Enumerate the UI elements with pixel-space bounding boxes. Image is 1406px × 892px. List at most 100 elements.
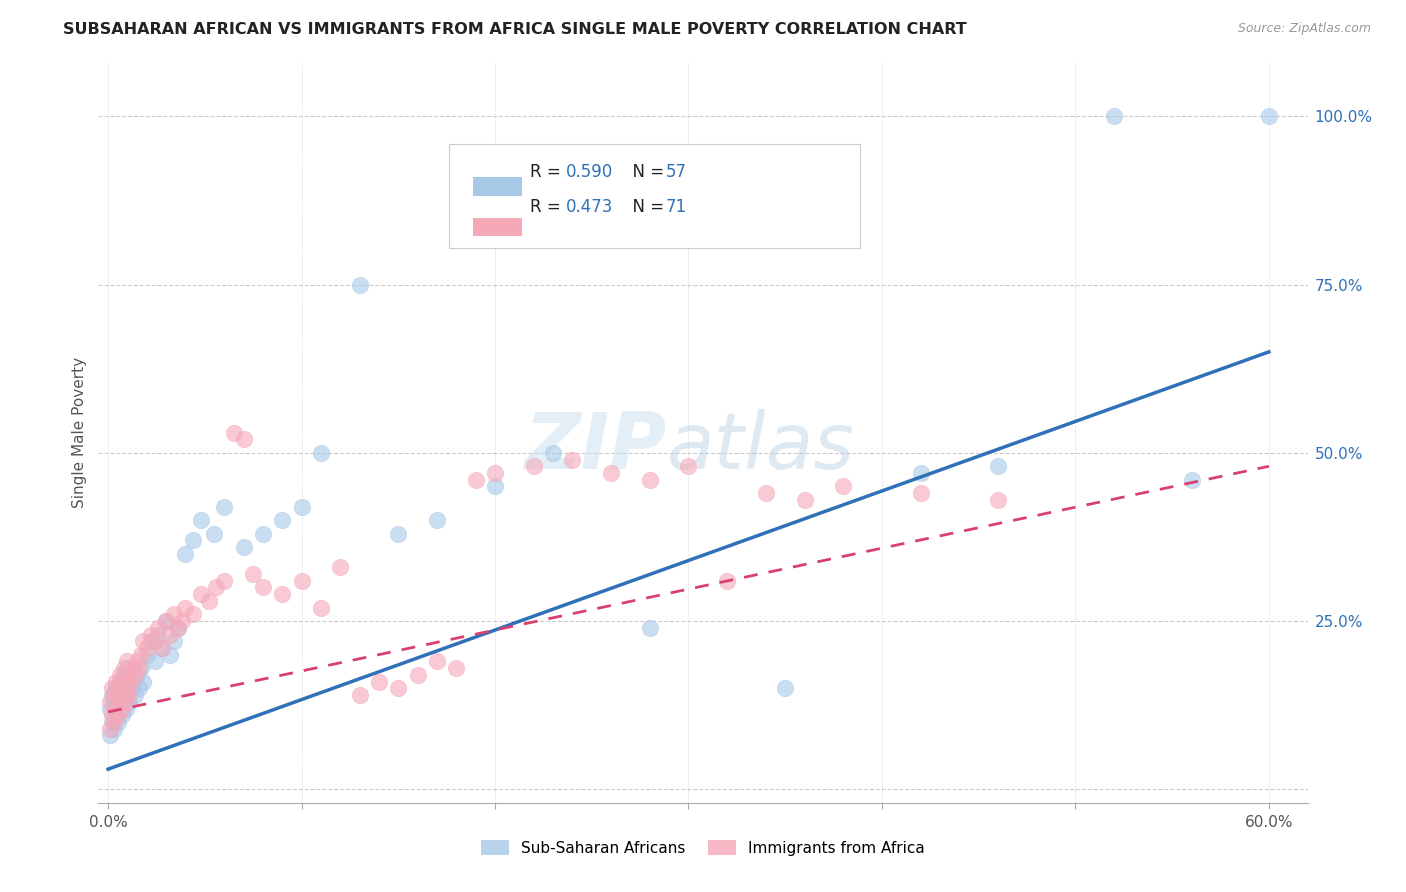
Point [98, 701, 121, 715]
Y-axis label: Single Male Poverty: Single Male Poverty [72, 357, 87, 508]
Point [716, 574, 738, 588]
Point [755, 486, 778, 500]
Point [118, 695, 141, 709]
Point [112, 688, 135, 702]
Point [163, 607, 186, 622]
Point [252, 526, 274, 541]
Point [108, 701, 131, 715]
Point [129, 661, 152, 675]
Point [387, 526, 409, 541]
Point [426, 513, 449, 527]
Point [541, 446, 564, 460]
Point [108, 695, 131, 709]
Point [561, 452, 583, 467]
Point [205, 581, 228, 595]
Point [148, 627, 170, 641]
Point [117, 681, 139, 696]
Point [101, 681, 124, 696]
Text: atlas: atlas [666, 409, 855, 485]
Point [112, 695, 135, 709]
Point [103, 688, 125, 702]
Point [117, 655, 139, 669]
Point [426, 655, 449, 669]
Point [773, 681, 796, 696]
Point [484, 479, 506, 493]
Point [252, 581, 274, 595]
Text: N =: N = [621, 198, 669, 216]
Point [232, 433, 254, 447]
Point [464, 473, 486, 487]
Point [197, 594, 219, 608]
Text: 71: 71 [665, 198, 686, 216]
Text: 0.473: 0.473 [567, 198, 614, 216]
Point [111, 674, 134, 689]
Point [290, 574, 312, 588]
Point [107, 681, 129, 696]
Point [112, 661, 135, 675]
Point [139, 634, 162, 648]
Point [103, 722, 125, 736]
Point [166, 621, 188, 635]
Point [111, 701, 134, 715]
Point [98, 729, 121, 743]
Point [104, 681, 127, 696]
Point [129, 648, 152, 662]
Point [101, 688, 124, 702]
Point [127, 668, 149, 682]
Point [181, 607, 204, 622]
Point [114, 668, 136, 682]
Point [104, 708, 127, 723]
Point [242, 566, 264, 581]
Point [98, 695, 121, 709]
Point [368, 674, 391, 689]
Point [132, 674, 155, 689]
Point [155, 614, 177, 628]
Point [1102, 109, 1125, 123]
Point [600, 466, 623, 480]
Point [118, 688, 141, 702]
Point [148, 621, 170, 635]
Point [678, 459, 700, 474]
Point [107, 688, 129, 702]
Point [104, 674, 127, 689]
Point [170, 614, 193, 628]
Text: 0.590: 0.590 [567, 163, 613, 181]
Point [120, 681, 142, 696]
Point [638, 621, 661, 635]
Point [143, 655, 166, 669]
Text: N =: N = [621, 163, 669, 181]
Point [132, 634, 155, 648]
Legend: Sub-Saharan Africans, Immigrants from Africa: Sub-Saharan Africans, Immigrants from Af… [475, 834, 931, 862]
Text: Source: ZipAtlas.com: Source: ZipAtlas.com [1237, 22, 1371, 36]
FancyBboxPatch shape [474, 218, 522, 236]
Point [910, 466, 932, 480]
Point [122, 674, 145, 689]
Point [127, 655, 149, 669]
Point [124, 688, 146, 702]
Point [987, 492, 1010, 507]
Point [1180, 473, 1202, 487]
Point [117, 688, 139, 702]
Point [309, 600, 332, 615]
Point [163, 634, 186, 648]
Point [523, 459, 546, 474]
Point [128, 661, 150, 675]
Point [101, 714, 124, 729]
Point [117, 661, 139, 675]
Point [212, 574, 235, 588]
Point [98, 722, 121, 736]
Point [128, 681, 150, 696]
Point [174, 600, 197, 615]
Text: R =: R = [530, 163, 567, 181]
Point [181, 533, 204, 548]
Point [143, 634, 166, 648]
Point [793, 492, 815, 507]
Point [104, 701, 127, 715]
Text: 57: 57 [665, 163, 686, 181]
Point [446, 661, 468, 675]
Point [987, 459, 1010, 474]
Point [638, 473, 661, 487]
Point [111, 708, 134, 723]
Point [135, 648, 157, 662]
FancyBboxPatch shape [474, 178, 522, 195]
